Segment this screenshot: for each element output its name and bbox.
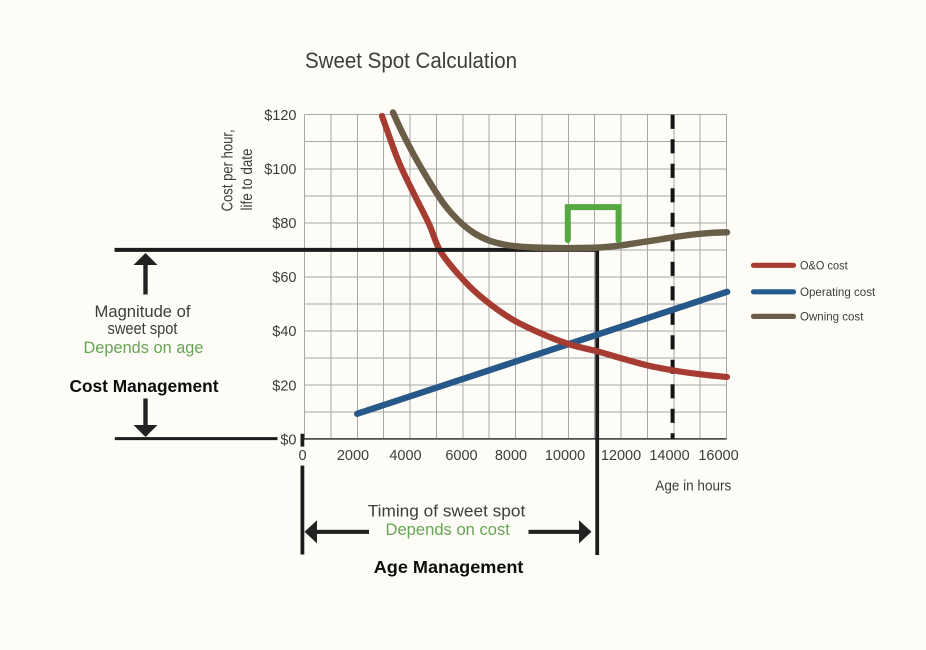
svg-text:4000: 4000: [389, 448, 421, 464]
svg-text:$80: $80: [272, 216, 296, 232]
svg-text:2000: 2000: [337, 448, 369, 464]
svg-text:$40: $40: [272, 324, 296, 340]
svg-text:sweet spot: sweet spot: [108, 320, 178, 338]
svg-text:Age Management: Age Management: [374, 557, 524, 577]
svg-text:6000: 6000: [445, 448, 477, 464]
svg-text:Operating cost: Operating cost: [800, 285, 876, 299]
svg-text:$120: $120: [264, 108, 296, 124]
svg-text:Depends on age: Depends on age: [84, 339, 204, 357]
svg-text:$60: $60: [272, 270, 296, 286]
svg-text:Age in hours: Age in hours: [655, 478, 731, 494]
svg-text:Magnitude of: Magnitude of: [95, 303, 191, 321]
svg-text:Timing of sweet spot: Timing of sweet spot: [368, 503, 526, 521]
svg-text:14000: 14000: [649, 448, 689, 464]
svg-text:Depends on cost: Depends on cost: [386, 521, 511, 539]
svg-text:$20: $20: [272, 378, 296, 394]
svg-text:10000: 10000: [545, 448, 585, 464]
svg-text:life to date: life to date: [239, 148, 256, 210]
svg-text:Cost per hour,: Cost per hour,: [220, 129, 237, 211]
svg-text:16000: 16000: [698, 448, 738, 464]
svg-text:O&O cost: O&O cost: [800, 259, 848, 273]
svg-text:Cost Management: Cost Management: [70, 376, 219, 396]
svg-text:8000: 8000: [495, 448, 527, 464]
svg-text:Owning cost: Owning cost: [800, 310, 864, 324]
svg-text:$100: $100: [264, 162, 296, 178]
svg-text:12000: 12000: [601, 448, 641, 464]
svg-text:Sweet Spot Calculation: Sweet Spot Calculation: [305, 48, 517, 73]
svg-text:$0: $0: [280, 432, 296, 448]
svg-text:0: 0: [298, 448, 306, 464]
